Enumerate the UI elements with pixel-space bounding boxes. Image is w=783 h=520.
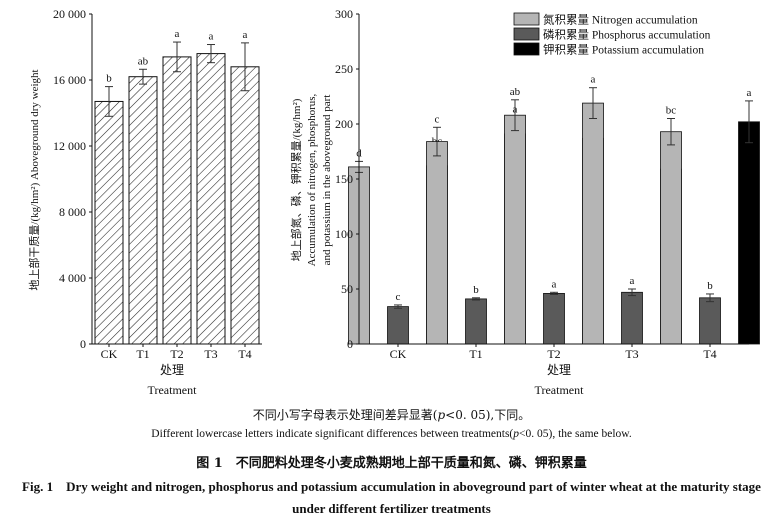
npk-letter-T4-0: bc	[666, 105, 677, 117]
npk-xlabel-en: Treatment	[535, 383, 585, 397]
npk-xtick-T3: T3	[625, 347, 638, 361]
dry-weight-error-T1	[139, 68, 147, 85]
npk-letter-T3-1: a	[630, 275, 635, 287]
dry-weight-bar-T1	[128, 76, 158, 345]
npk-error-T4-1	[706, 293, 714, 303]
dry-weight-bar-T4	[230, 66, 260, 345]
dry-weight-bar-CK	[94, 100, 124, 345]
npk-bar-T3-0	[582, 102, 604, 345]
npk-ytick-label: 100	[335, 227, 353, 241]
figure-caption-english: Fig. 1 Dry weight and nitrogen, phosphor…	[22, 479, 761, 516]
npk-bar-T3-1	[621, 291, 643, 345]
npk-bar-T4-1	[699, 297, 721, 345]
npk-error-T1-1	[472, 297, 480, 301]
note-english: Different lowercase letters indicate sig…	[151, 428, 632, 440]
npk-ytick-label: 300	[335, 7, 353, 21]
dry-weight-xtick-CK: CK	[101, 347, 118, 361]
dry-weight-error-T4	[241, 42, 249, 92]
npk-ylabel-line-2: Accumulation of nitrogen, phosphorus,	[306, 93, 318, 266]
npk-error-T4-0	[667, 118, 675, 146]
npk-letter-T3-0: a	[591, 74, 596, 86]
npk-bar-T1-0	[426, 141, 448, 345]
legend-swatch-0	[513, 12, 540, 26]
npk-ytick-label: 0	[347, 337, 353, 351]
npk-xtick-T4: T4	[703, 347, 716, 361]
npk-xlabel-cn: 处理	[547, 363, 571, 377]
npk-bar-T1-1	[465, 298, 487, 345]
npk-bar-T2-1	[543, 292, 565, 345]
npk-error-T3-0	[589, 87, 597, 119]
npk-xtick-CK: CK	[390, 347, 407, 361]
npk-bar-CK-1	[387, 306, 409, 345]
dry-weight-error-T3	[207, 44, 215, 64]
npk-ylabel-line-3: and potassium in the aboveground part	[321, 95, 333, 266]
dry-weight-ytick-label: 0	[80, 337, 86, 351]
npk-letter-T1-1: b	[473, 284, 479, 296]
legend-label-1: 磷积累量 Phosphorus accumulation	[543, 29, 711, 42]
npk-accumulation-chart: dcbccbaabaabaacbcba CKT1T2T3T40501001502…	[289, 7, 760, 397]
npk-ytick-label: 50	[341, 282, 353, 296]
legend-label-0: 氮积累量 Nitrogen accumulation	[543, 13, 698, 27]
dry-weight-xlabel-en: Treatment	[148, 383, 198, 397]
dry-weight-bar-T3	[196, 53, 226, 345]
npk-ytick-label: 150	[335, 172, 353, 186]
dry-weight-xtick-T4: T4	[238, 347, 251, 361]
dry-weight-xtick-T1: T1	[136, 347, 149, 361]
npk-letter-T4-1: b	[707, 280, 713, 292]
legend-swatch-2	[513, 42, 540, 56]
dry-weight-xtick-T3: T3	[204, 347, 217, 361]
dry-weight-letter-CK: b	[106, 73, 112, 85]
dry-weight-xlabel-cn: 处理	[160, 363, 184, 377]
npk-error-T3-1	[628, 288, 636, 297]
dry-weight-xtick-T2: T2	[170, 347, 183, 361]
npk-error-T4-2	[745, 100, 753, 144]
npk-letter-T1-0: c	[435, 113, 440, 125]
npk-ylabel: 地上部氮、磷、钾积累量/(kg/hm²) Accumulation of nitr…	[289, 93, 333, 266]
dry-weight-ytick-label: 8 000	[59, 205, 86, 219]
npk-xtick-T1: T1	[469, 347, 482, 361]
npk-letter-T4-2: a	[747, 87, 752, 99]
dry-weight-ytick-label: 12 000	[53, 139, 86, 153]
npk-bar-T4-2	[738, 121, 760, 345]
dry-weight-ytick-label: 4 000	[59, 271, 86, 285]
npk-bar-T2-0	[504, 114, 526, 345]
npk-error-T2-0	[511, 99, 519, 132]
npk-ylabel-line-1: 地上部氮、磷、钾积累量/(kg/hm²)	[289, 98, 303, 261]
npk-error-T1-0	[433, 126, 441, 157]
npk-letter-CK-1: c	[396, 291, 401, 303]
legend-swatch-1	[513, 27, 540, 41]
dry-weight-chart: b ab a a a CK T1 T2 T3 T4 0 4 000 8 000 12 000 16 000…	[27, 7, 262, 397]
npk-bar-T4-0	[660, 131, 682, 345]
dry-weight-letter-T1: ab	[138, 55, 149, 67]
npk-letter-T2-0: ab	[510, 86, 521, 98]
npk-xtick-T2: T2	[547, 347, 560, 361]
dry-weight-ytick-label: 16 000	[53, 73, 86, 87]
dry-weight-letter-T3: a	[209, 31, 214, 43]
legend-label-2: 钾积累量 Potassium accumulation	[543, 43, 704, 57]
dry-weight-error-T2	[173, 41, 181, 73]
npk-error-CK-1	[394, 304, 402, 309]
dry-weight-ylabel: 地上部干质量/(kg/hm²) Aboveground dry weight	[27, 69, 41, 290]
note-chinese: 不同小写字母表示处理间差异显著(p<0. 05),下同。	[252, 408, 531, 422]
dry-weight-error-CK	[105, 86, 113, 117]
dry-weight-bar-T2	[162, 56, 192, 345]
figure-caption-chinese: 图 1 不同肥料处理冬小麦成熟期地上部干质量和氮、磷、钾积累量	[196, 456, 587, 471]
dry-weight-letter-T2: a	[175, 28, 180, 40]
npk-error-T2-1	[550, 291, 558, 295]
dry-weight-letter-T4: a	[243, 29, 248, 41]
npk-ytick-label: 200	[335, 117, 353, 131]
npk-letter-T2-1: a	[552, 278, 557, 290]
dry-weight-ytick-label: 20 000	[53, 7, 86, 21]
npk-ytick-label: 250	[335, 62, 353, 76]
npk-legend: 氮积累量 Nitrogen accumulation 磷积累量 Phosphoru…	[513, 12, 711, 57]
